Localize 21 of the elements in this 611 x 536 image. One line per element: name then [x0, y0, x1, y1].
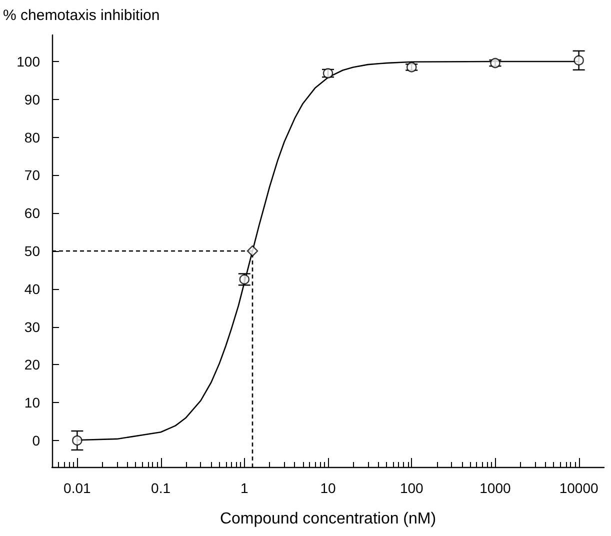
y-tick-label: 100: [16, 54, 40, 70]
x-tick-label: 10000: [559, 480, 599, 496]
y-tick-label: 40: [24, 280, 40, 297]
x-tick-label: 1: [240, 480, 248, 496]
x-tick-label: 0.1: [151, 480, 171, 496]
y-tick-label: 80: [24, 129, 40, 146]
x-axis-title: Compound concentration (nM): [220, 510, 436, 528]
y-tick-label: 0: [32, 432, 40, 448]
x-tick-label: 1000: [480, 480, 511, 496]
y-tick-label: 90: [24, 91, 40, 108]
point: [574, 55, 584, 66]
y-axis-title: % chemotaxis inhibition: [3, 7, 160, 24]
y-tick-label: 10: [24, 394, 40, 411]
x-tick-label: 100: [400, 480, 424, 496]
x-tick-label: 10: [320, 480, 336, 496]
y-tick-label: 30: [24, 318, 40, 335]
y-tick-label: 70: [24, 167, 40, 184]
y-tick-label: 20: [24, 356, 40, 373]
y-tick-label: 60: [24, 205, 40, 222]
x-tick-label: 0.01: [64, 480, 92, 496]
y-tick-label: 50: [24, 243, 40, 259]
